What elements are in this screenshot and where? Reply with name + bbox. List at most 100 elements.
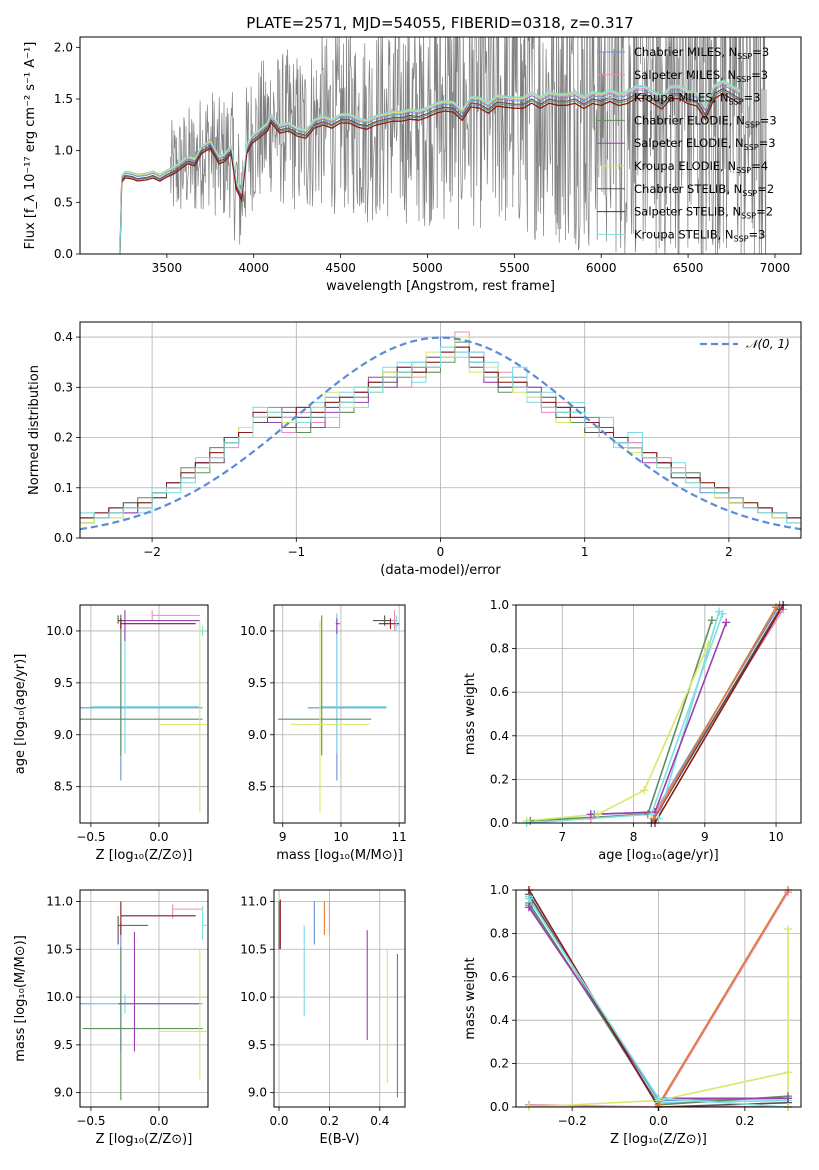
mass-weight-marker [640, 786, 649, 795]
x-tick-label: 2 [725, 545, 733, 559]
legend-entry-sub: SSP [729, 98, 744, 107]
x-axis-label: E(B-V) [319, 1132, 359, 1147]
y-tick-label: 10.0 [46, 990, 73, 1004]
legend-entry-sub: SSP [737, 52, 752, 61]
x-tick-label: 9 [279, 830, 287, 844]
x-tick-label: 6000 [586, 261, 617, 275]
y-tick-label: 0.4 [490, 729, 509, 743]
y-axis-label: Normed distribution [27, 365, 42, 495]
x-tick-label: 9 [701, 830, 709, 844]
mass-weight-line [652, 606, 777, 820]
mass-weight-marker [707, 616, 716, 625]
model-spectrum-line [119, 79, 741, 254]
model-spectrum-line [119, 81, 741, 254]
y-axis-label: mass [log₁₀(M/M⊙)] [13, 935, 28, 1062]
legend-entry-n: =3 [760, 113, 777, 127]
x-tick-label: 0.2 [735, 1114, 754, 1128]
mass-weight-marker [722, 618, 731, 627]
y-tick-label: 9.0 [54, 728, 73, 742]
model-spectrum-line [119, 90, 741, 254]
figure-title: PLATE=2571, MJD=54055, FIBERID=0318, z=0… [246, 14, 633, 32]
y-axis-label: mass weight [463, 673, 478, 755]
y-tick-label: 9.5 [54, 1038, 73, 1052]
age-vs-mass-panel: 9 10 11 8.5 9.0 9.5 10.0 mass [log₁₀(M/M⊙)] [240, 604, 407, 863]
y-tick-label: 10.0 [240, 990, 267, 1004]
legend-entry: Chabrier MILES, NSSP=3 [634, 45, 769, 61]
plot-area [119, 37, 767, 254]
mass-weight-line [526, 613, 724, 823]
y-tick-label: 9.0 [248, 1086, 267, 1100]
residual-histogram [80, 346, 801, 524]
axes-frame [79, 36, 802, 255]
y-tick-label: 0.0 [490, 1100, 509, 1114]
x-tick-label: 5000 [412, 261, 443, 275]
y-tick-label: 10.5 [46, 942, 73, 956]
x-tick-label: 1 [581, 545, 589, 559]
x-tick-label: 0.4 [370, 1114, 389, 1128]
legend-entry: Salpeter ELODIE, NSSP=3 [634, 136, 776, 152]
y-axis-label: Flux [f_λ 10⁻¹⁷ erg cm⁻² s⁻¹ A⁻¹] [23, 42, 38, 250]
mass-weight-marker [784, 925, 793, 934]
x-axis-label: mass [log₁₀(M/M⊙)] [276, 848, 403, 863]
legend-entry-n: =3 [744, 91, 761, 105]
axes-frame [273, 889, 406, 1108]
y-tick-label: 0.2 [490, 1057, 509, 1071]
observed-spectrum [169, 37, 767, 254]
mass-weight-line [526, 643, 710, 822]
y-axis-label: age [log₁₀(age/yr)] [13, 654, 28, 775]
legend-entry: Chabrier STELIB, NSSP=2 [634, 182, 774, 198]
legend-entry-n: =4 [751, 159, 768, 173]
legend-entry-sub: SSP [736, 75, 751, 84]
x-tick-label: 4000 [238, 261, 269, 275]
legend-entry-name: Salpeter MILES, N [634, 68, 736, 82]
x-tick-label: 4500 [325, 261, 356, 275]
legend-entry-n: =2 [757, 182, 774, 196]
legend-entry-name: Kroupa STELIB, N [634, 227, 734, 241]
x-tick-label: −2 [143, 545, 161, 559]
legend-entry-name: Chabrier ELODIE, N [634, 113, 745, 127]
y-tick-label: 2.0 [54, 40, 73, 54]
x-axis-label: wavelength [Angstrom, rest frame] [326, 279, 555, 294]
legend-entry-n: =3 [759, 136, 776, 150]
mass-weight-line [654, 605, 784, 823]
legend-entry: Salpeter MILES, NSSP=3 [634, 68, 768, 84]
mass-weight-marker [718, 609, 727, 618]
y-tick-label: 10.0 [46, 624, 73, 638]
x-tick-label: 6500 [673, 261, 704, 275]
mass-weight-line [650, 608, 781, 823]
x-axis-label: Z [log₁₀(Z/Z⊙)] [96, 848, 193, 863]
mass-vs-ebv-panel: 0.0 0.2 0.4 9.0 9.5 10.0 10.5 11.0 E(B-V) [240, 889, 406, 1147]
x-tick-label: 0.0 [149, 830, 168, 844]
plot-area [80, 610, 207, 813]
mass-weight-marker [524, 894, 533, 903]
mass-weight-line [528, 890, 788, 1107]
x-tick-label: 3500 [152, 261, 183, 275]
mass-weight-line [594, 605, 781, 816]
legend-entry-name: Chabrier MILES, N [634, 45, 737, 59]
mass-weight-marker [586, 810, 595, 819]
residuals-panel: 𝒩(0, 1) −2 −1 0 1 2 0.0 0.1 0.2 0.3 0.4 (data-model… [27, 321, 802, 578]
y-tick-label: 0.0 [54, 247, 73, 261]
x-tick-label: 10 [768, 830, 783, 844]
legend-entry: Chabrier ELODIE, NSSP=3 [634, 113, 777, 129]
legend-entry-sub: SSP [741, 212, 756, 221]
x-tick-label: 10 [333, 830, 348, 844]
legend-entry-n: =2 [756, 205, 773, 219]
x-tick-label: −1 [287, 545, 305, 559]
x-tick-label: 0 [437, 545, 445, 559]
x-tick-label: 0.0 [149, 1114, 168, 1128]
x-axis-label: Z [log₁₀(Z/Z⊙)] [610, 1132, 707, 1147]
legend-entry-sub: SSP [744, 143, 759, 152]
legend-entry-name: Kroupa ELODIE, N [634, 159, 736, 173]
y-tick-label: 0.6 [490, 685, 509, 699]
y-tick-label: 0.3 [54, 380, 73, 394]
x-tick-label: 8 [630, 830, 638, 844]
y-tick-label: 0.8 [490, 642, 509, 656]
y-tick-label: 1.5 [54, 92, 73, 106]
y-tick-label: 8.5 [54, 780, 73, 794]
axes-frame [515, 604, 802, 824]
x-tick-label: 7000 [760, 261, 791, 275]
mass-weight-marker [649, 814, 658, 823]
legend-entry-n: =3 [749, 227, 766, 241]
